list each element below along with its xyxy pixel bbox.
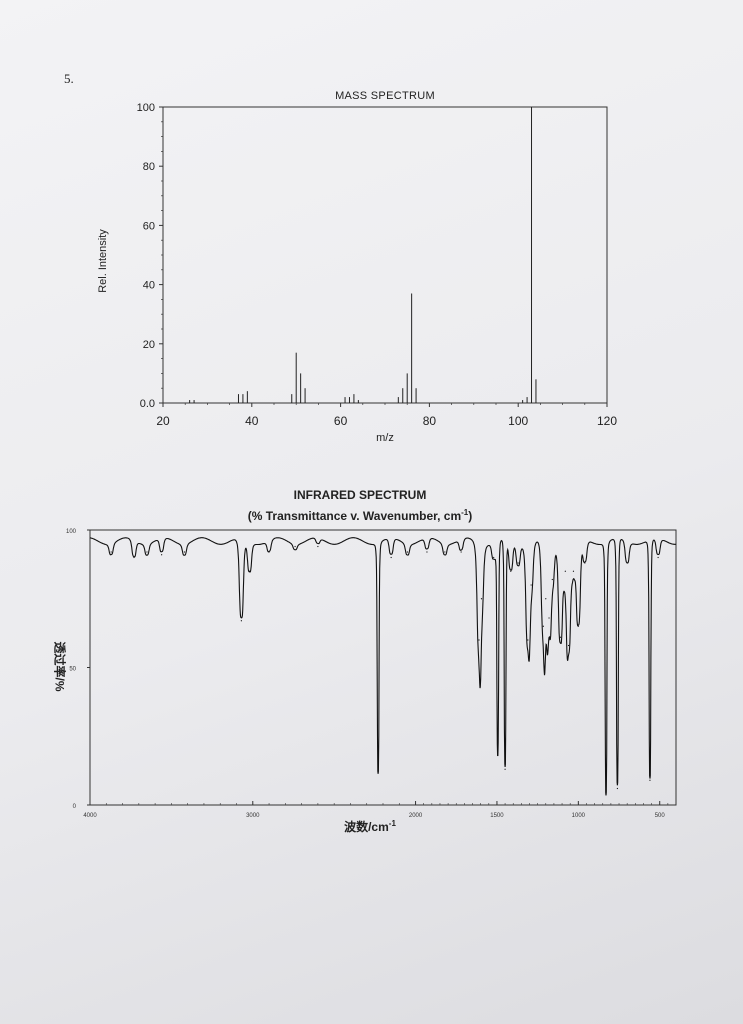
ir-absorption-peak xyxy=(559,636,562,638)
ir-absorption-peak xyxy=(527,639,529,641)
ir-absorption-peak xyxy=(584,562,586,564)
ms-x-tick-label: 80 xyxy=(423,414,437,428)
ir-absorption-peak xyxy=(426,551,428,553)
ir-absorption-peak xyxy=(577,625,579,627)
ir-absorption-peak xyxy=(183,551,186,553)
ms-y-tick-label: 100 xyxy=(137,102,155,114)
ir-y-tick-label: 100 xyxy=(66,529,77,535)
mass-spectrum-x-axis-label: m/z xyxy=(376,432,394,444)
ir-absorption-peak xyxy=(649,779,651,781)
ir-absorption-peak xyxy=(548,617,550,619)
ir-absorption-peak xyxy=(406,551,409,553)
ir-absorption-peak xyxy=(530,584,532,586)
ir-absorption-peak xyxy=(161,554,163,556)
ir-absorption-peak xyxy=(567,644,570,647)
ir-absorption-peak xyxy=(626,562,628,564)
ir-y-tick-label: 0 xyxy=(73,804,77,810)
ir-absorption-peak xyxy=(493,556,495,559)
ms-y-tick-label: 0.0 xyxy=(140,398,155,410)
ir-absorption-peak xyxy=(504,768,506,770)
ir-absorption-peak xyxy=(480,598,483,600)
question-number: 5. xyxy=(64,71,74,86)
ir-absorption-peak xyxy=(240,620,242,622)
ir-spectrum-marks: 0 50 100 4000 3000 2000 1500 1000 500 xyxy=(66,529,677,819)
ir-x-tick-label: 2000 xyxy=(409,813,423,819)
ir-absorption-peak xyxy=(657,556,659,559)
ir-absorption-peak xyxy=(510,570,512,572)
ir-subtitle-text: (% Transmittance v. Wavenumber, cm xyxy=(247,509,462,523)
ir-x-axis-label-text: 波数/cm xyxy=(344,820,389,834)
ir-absorption-peak xyxy=(460,551,462,553)
ir-absorption-peak xyxy=(572,570,575,572)
ir-x-tick-label: 3000 xyxy=(246,813,260,819)
ir-x-tick-label: 1000 xyxy=(572,813,586,819)
ir-spectrum-title-block: INFRARED SPECTRUM (% Transmittance v. Wa… xyxy=(200,487,520,525)
ms-y-tick-label: 80 xyxy=(143,161,155,173)
ir-absorption-peak xyxy=(564,570,566,572)
ir-absorption-peak xyxy=(377,771,379,773)
ir-absorption-peak xyxy=(146,551,148,553)
ir-x-axis-label: 波数/cm-1 xyxy=(330,818,410,835)
ir-absorption-peak xyxy=(110,551,112,553)
ir-absorption-peak xyxy=(248,570,251,572)
ir-spectrum-line xyxy=(89,537,677,796)
ir-absorption-peak xyxy=(616,787,619,790)
ir-absorption-peak xyxy=(545,598,547,600)
ir-x-tick-label: 500 xyxy=(655,813,666,819)
ir-spectrum-title: INFRARED SPECTRUM xyxy=(293,488,427,502)
ir-absorption-peak xyxy=(390,556,392,559)
ir-y-tick-label: 50 xyxy=(69,667,76,673)
ir-absorption-peak xyxy=(133,556,135,559)
ms-x-tick-label: 120 xyxy=(597,414,617,428)
ir-absorption-peak xyxy=(268,551,270,553)
ir-absorption-peak xyxy=(317,545,319,548)
ir-x-tick-label: 1500 xyxy=(490,813,504,819)
ir-absorption-peak xyxy=(551,578,553,581)
ir-absorption-peak xyxy=(605,793,607,795)
ir-absorption-peak xyxy=(444,551,446,553)
ms-x-tick-label: 40 xyxy=(245,414,259,428)
ir-subtitle-superscript: -1 xyxy=(461,508,469,517)
ir-absorption-peak xyxy=(497,754,499,757)
ir-absorption-peak xyxy=(517,562,519,564)
ir-subtitle-end: ) xyxy=(468,509,473,523)
ir-absorption-peak xyxy=(294,545,296,548)
ms-y-tick-label: 60 xyxy=(143,220,155,232)
ms-x-tick-label: 20 xyxy=(156,414,170,428)
ms-y-tick-label: 40 xyxy=(143,280,155,292)
ir-absorption-peak xyxy=(542,625,544,627)
ir-absorption-peak xyxy=(478,639,480,641)
ms-x-tick-label: 60 xyxy=(334,414,348,428)
ms-x-tick-label: 100 xyxy=(508,414,528,428)
ir-spectrum-subtitle: (% Transmittance v. Wavenumber, cm-1) xyxy=(200,504,520,525)
mass-spectrum-title: MASS SPECTRUM xyxy=(335,90,435,102)
ir-spectrum-frame xyxy=(89,529,677,806)
mass-spectrum-frame xyxy=(162,106,608,404)
ir-x-tick-label: 4000 xyxy=(83,813,97,819)
ir-x-axis-label-superscript: -1 xyxy=(388,819,396,828)
ms-y-tick-label: 20 xyxy=(143,339,155,351)
